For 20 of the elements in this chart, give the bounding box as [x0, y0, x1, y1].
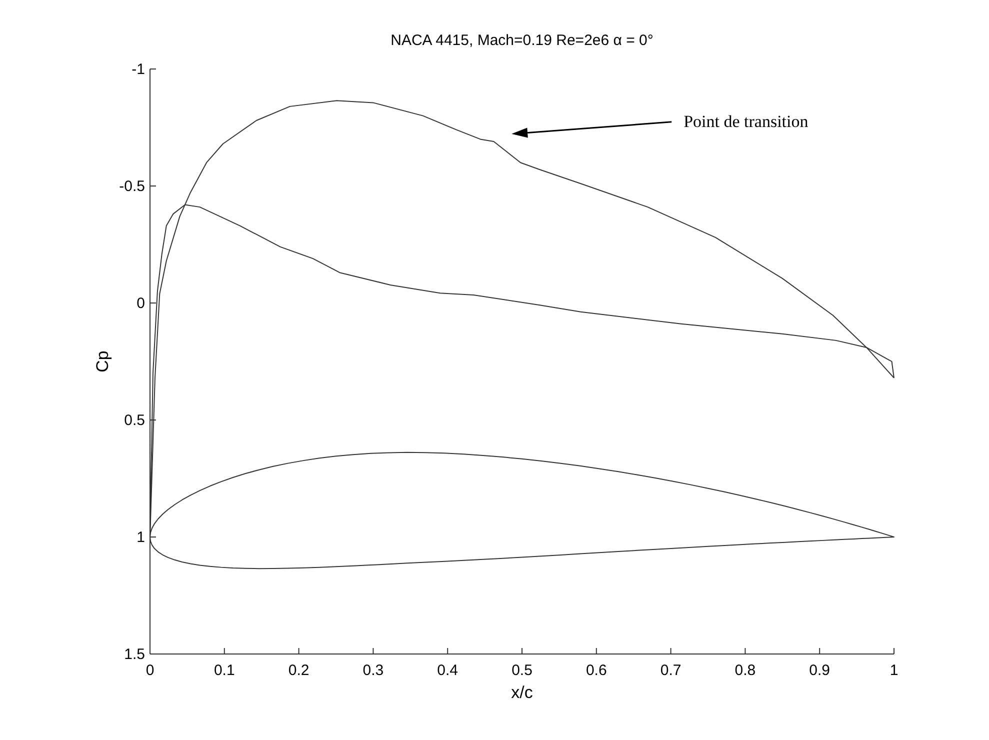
x-tick-label: 0.7 [660, 662, 682, 679]
y-tick-label: 1 [136, 529, 145, 546]
y-tick-label: 0 [136, 295, 145, 312]
x-tick-label: 0.8 [734, 662, 756, 679]
x-tick-label: 0.6 [586, 662, 607, 679]
x-tick-label: 0.9 [809, 662, 830, 679]
x-tick-label: 0.2 [288, 662, 310, 679]
y-axis-title: Cp [93, 350, 112, 372]
x-tick-label: 0.1 [214, 662, 235, 679]
x-tick-label: 1 [890, 662, 898, 679]
y-tick-label: -0.5 [119, 178, 145, 195]
x-tick-label: 0.5 [512, 662, 532, 679]
x-tick-label: 0.4 [437, 662, 458, 679]
y-tick-label: -1 [132, 61, 145, 78]
chart-title: NACA 4415, Mach=0.19 Re=2e6 α = 0° [390, 32, 654, 49]
annotation: Point de transition [684, 112, 809, 131]
y-tick-label: 1.5 [124, 646, 145, 663]
y-tick-label: 0.5 [124, 412, 145, 429]
x-axis-title: x/c [511, 683, 534, 702]
x-tick-label: 0.3 [362, 662, 384, 679]
